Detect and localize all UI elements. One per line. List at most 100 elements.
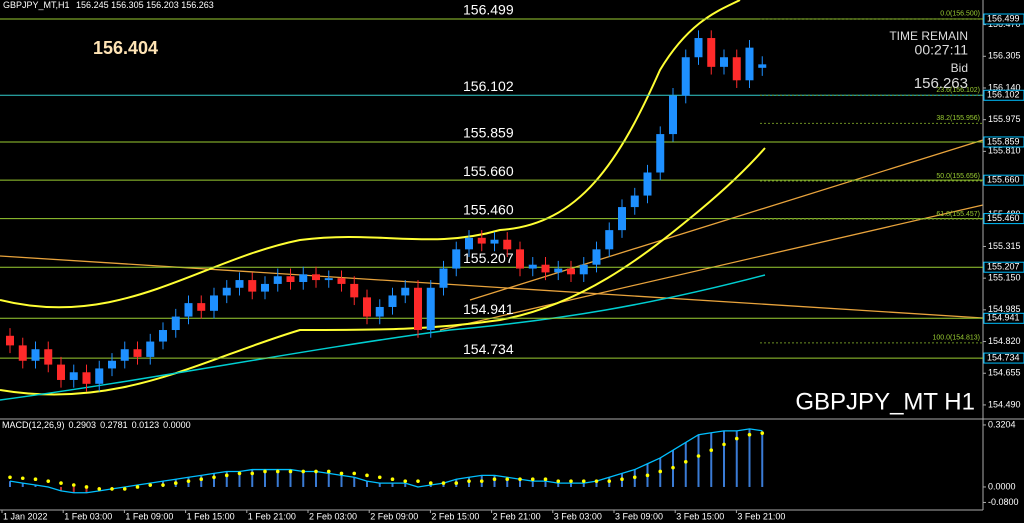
x-tick-label: 2 Feb 03:00 bbox=[309, 511, 357, 521]
signal-dot bbox=[683, 460, 688, 464]
signal-dot bbox=[377, 475, 382, 480]
level-tag-label: 156.102 bbox=[987, 90, 1020, 100]
signal-dot bbox=[607, 479, 612, 483]
candle-body bbox=[630, 195, 639, 208]
candle-body bbox=[108, 360, 116, 369]
candle-body bbox=[426, 287, 435, 331]
signal-dot bbox=[709, 448, 714, 452]
macd-label: MACD(12,26,9) 0.2903 0.2781 0.0123 0.0000 bbox=[2, 420, 191, 430]
close: 156.263 bbox=[181, 0, 214, 10]
macd-bar bbox=[225, 471, 228, 487]
macd-bar bbox=[761, 430, 764, 487]
macd-tick-label: 0.3204 bbox=[988, 419, 1016, 429]
macd-bar bbox=[85, 486, 88, 493]
level-label: 155.460 bbox=[463, 201, 514, 217]
candle-body bbox=[694, 38, 703, 58]
signal-dot bbox=[556, 479, 561, 483]
candle-body bbox=[69, 372, 78, 380]
candle-body bbox=[732, 57, 741, 81]
candle-body bbox=[720, 57, 728, 67]
level-tag bbox=[983, 312, 1024, 324]
candle-body bbox=[758, 64, 767, 68]
candle-body bbox=[197, 303, 206, 311]
x-tick-label: 1 Jan 2022 bbox=[3, 511, 48, 521]
level-tag bbox=[983, 261, 1024, 273]
y-tick-label: 156.305 bbox=[988, 51, 1021, 61]
macd-bar bbox=[595, 481, 598, 487]
macd-bar bbox=[404, 483, 407, 487]
macd-signal: 0.2781 bbox=[100, 420, 128, 430]
x-tick-label: 3 Feb 21:00 bbox=[737, 511, 785, 521]
candle-body bbox=[669, 95, 677, 135]
candle-body bbox=[133, 349, 142, 357]
fib-label: 0.0(156.500) bbox=[940, 11, 980, 18]
signal-dot bbox=[722, 442, 726, 447]
macd-bar bbox=[429, 485, 432, 487]
macd-bar bbox=[302, 471, 305, 487]
macd-bar bbox=[442, 483, 445, 487]
signal-dot bbox=[186, 479, 191, 483]
macd-bar bbox=[582, 483, 585, 487]
level-label: 155.207 bbox=[463, 250, 514, 266]
signal-dot bbox=[148, 483, 153, 487]
timer-label: TIME REMAIN bbox=[889, 29, 968, 43]
signal-dot bbox=[518, 477, 522, 482]
level-tag-label: 155.859 bbox=[987, 136, 1020, 146]
x-tick-label: 2 Feb 09:00 bbox=[370, 511, 418, 521]
macd-bar bbox=[60, 486, 62, 491]
x-tick-label: 3 Feb 15:00 bbox=[676, 511, 724, 521]
level-label: 156.102 bbox=[463, 78, 514, 94]
y-tick-label: 155.315 bbox=[988, 241, 1021, 251]
macd-bar bbox=[710, 432, 713, 487]
macd-extra: 0.0123 bbox=[132, 420, 160, 430]
fib-label: 23.6(156.102) bbox=[936, 87, 980, 94]
high: 156.305 bbox=[111, 0, 144, 10]
y-tick-label: 154.820 bbox=[988, 336, 1021, 346]
y-tick-label: 155.975 bbox=[988, 114, 1021, 124]
candle-body bbox=[31, 349, 40, 361]
timer: 00:27:11 bbox=[915, 42, 969, 58]
candle-body bbox=[57, 364, 65, 380]
macd-title: MACD(12,26,9) bbox=[2, 420, 65, 430]
signal-dot bbox=[658, 469, 663, 474]
header: GBPJPY_MT,H1 156.245 156.305 156.203 156… bbox=[3, 0, 214, 10]
y-tick-label: 155.150 bbox=[988, 273, 1021, 283]
signal-dot bbox=[46, 479, 51, 483]
macd-bar bbox=[9, 481, 11, 487]
macd-bar bbox=[238, 471, 241, 487]
watermark: GBPJPY_MT H1 bbox=[795, 388, 975, 415]
open: 156.245 bbox=[76, 0, 109, 10]
candle-body bbox=[210, 295, 218, 311]
candle-body bbox=[414, 287, 422, 331]
level-label: 155.660 bbox=[463, 163, 514, 179]
signal-dot bbox=[122, 487, 127, 491]
candle-body bbox=[18, 345, 27, 361]
signal-dot bbox=[671, 465, 675, 470]
x-tick-label: 3 Feb 03:00 bbox=[554, 511, 602, 521]
signal-dot bbox=[59, 481, 63, 485]
level-tag-label: 154.734 bbox=[987, 352, 1020, 362]
macd-line bbox=[9, 428, 763, 494]
signal-dot bbox=[543, 477, 548, 482]
level-tag-label: 156.499 bbox=[987, 13, 1020, 23]
bid: 156.263 bbox=[914, 75, 968, 92]
signal-dot bbox=[505, 477, 510, 482]
macd-bar bbox=[519, 479, 521, 487]
macd-bar bbox=[72, 486, 75, 493]
fib-label: 50.0(155.656) bbox=[936, 173, 980, 180]
candle-body bbox=[681, 57, 690, 96]
level-tag bbox=[983, 89, 1024, 101]
signal-dot bbox=[71, 483, 76, 487]
candle-body bbox=[363, 297, 371, 317]
signal-dot bbox=[365, 473, 369, 478]
candle-body bbox=[95, 368, 104, 384]
candle-body bbox=[159, 330, 167, 342]
y-tick-label: 154.985 bbox=[988, 304, 1021, 314]
candle-body bbox=[44, 349, 53, 365]
candle-body bbox=[375, 306, 384, 317]
candle-body bbox=[503, 239, 512, 250]
level-label: 155.859 bbox=[463, 125, 514, 141]
candle-body bbox=[82, 372, 91, 384]
x-tick-label: 3 Feb 09:00 bbox=[615, 511, 663, 521]
bid-label: Bid bbox=[951, 61, 968, 75]
